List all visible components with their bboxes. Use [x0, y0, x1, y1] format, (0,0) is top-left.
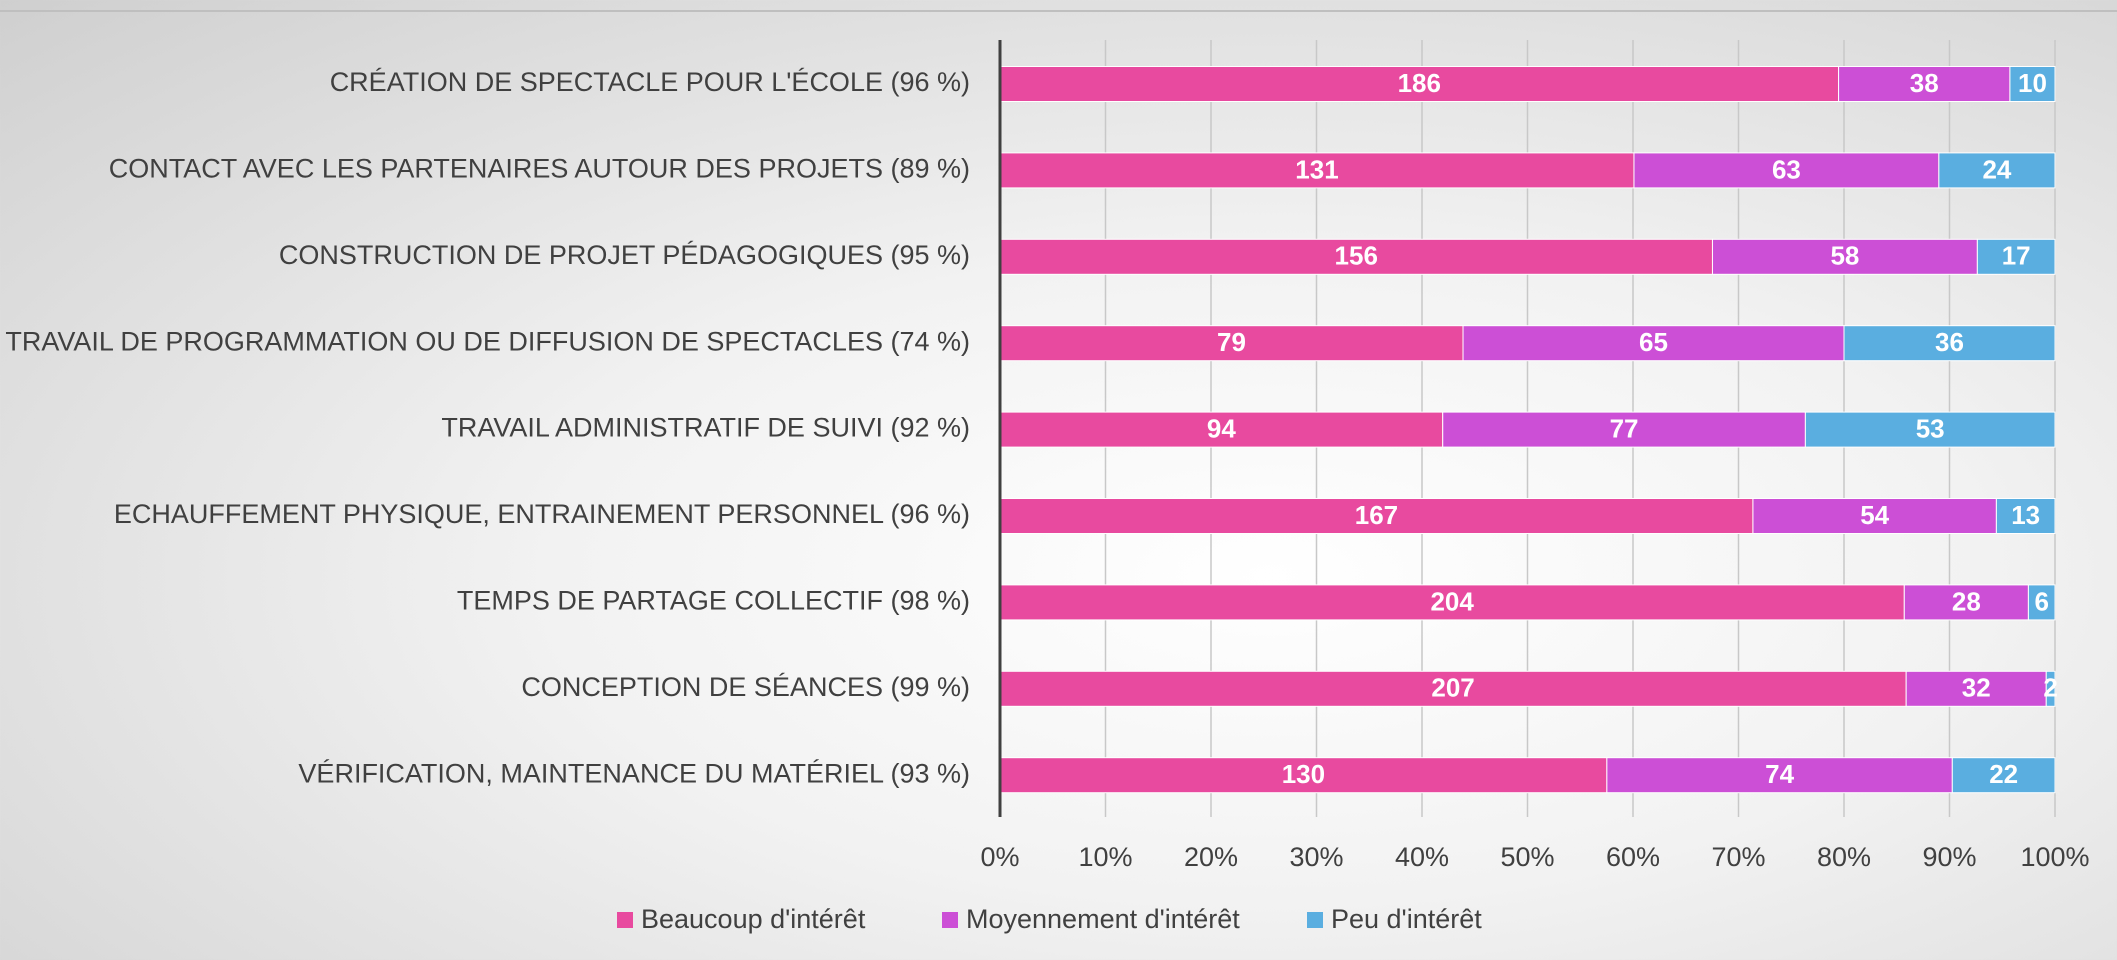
bar-segment — [999, 152, 1635, 189]
bar-segment — [1938, 152, 2056, 189]
data-label: 79 — [1217, 327, 1246, 357]
x-tick-label: 80% — [1817, 842, 1871, 872]
data-label: 53 — [1916, 413, 1945, 443]
y-tick-label: TEMPS DE PARTAGE COLLECTIF (98 %) — [457, 586, 970, 616]
data-label: 28 — [1952, 586, 1981, 616]
bar-segment — [999, 238, 1713, 275]
bar-segment — [1462, 325, 1845, 362]
bar-segment — [999, 325, 1464, 362]
bar-segment — [1838, 66, 2011, 102]
data-label: 94 — [1207, 413, 1236, 443]
data-label: 156 — [1335, 241, 1378, 271]
x-tick-label: 40% — [1395, 842, 1449, 872]
bar-segment — [999, 757, 1608, 794]
y-tick-label: VÉRIFICATION, MAINTENANCE DU MATÉRIEL (9… — [298, 758, 970, 788]
bar-segment — [1804, 411, 2056, 448]
bar-segment — [1606, 757, 1953, 794]
legend-label: Moyennement d'intérêt — [966, 904, 1240, 934]
data-label: 63 — [1772, 154, 1801, 184]
y-tick-label: CONTACT AVEC LES PARTENAIRES AUTOUR DES … — [109, 154, 970, 184]
bar-segment — [1976, 238, 2056, 275]
y-tick-label: CONCEPTION DE SÉANCES (99 %) — [521, 672, 970, 702]
y-tick-label: CONSTRUCTION DE PROJET PÉDAGOGIQUES (95 … — [279, 240, 970, 270]
x-tick-label: 50% — [1500, 842, 1554, 872]
data-label: 204 — [1430, 586, 1474, 616]
bar-segment — [1633, 152, 1940, 189]
y-tick-label: CRÉATION DE SPECTACLE POUR L'ÉCOLE (96 %… — [330, 67, 970, 97]
bar-segment — [1752, 498, 1997, 534]
data-label: 77 — [1610, 413, 1639, 443]
x-tick-label: 90% — [1922, 842, 1976, 872]
data-label: 186 — [1398, 68, 1441, 98]
legend-label: Peu d'intérêt — [1331, 904, 1482, 934]
data-label: 36 — [1935, 327, 1964, 357]
x-tick-label: 10% — [1078, 842, 1132, 872]
bar-segment — [1995, 498, 2056, 534]
legend-label: Beaucoup d'intérêt — [641, 904, 866, 934]
data-label: 207 — [1431, 673, 1474, 703]
data-label: 2 — [2043, 673, 2057, 703]
data-label: 17 — [2002, 241, 2031, 271]
bar-segment — [2009, 66, 2056, 102]
y-tick-label: TRAVAIL DE PROGRAMMATION OU DE DIFFUSION… — [5, 326, 970, 356]
x-tick-label: 70% — [1711, 842, 1765, 872]
data-label: 10 — [2018, 68, 2047, 98]
bar-segment — [2045, 670, 2056, 707]
data-label: 6 — [2034, 586, 2048, 616]
bar-segment — [999, 498, 1754, 534]
data-label: 74 — [1765, 759, 1794, 789]
bar-segment — [1843, 325, 2056, 362]
bar-segment — [1442, 411, 1806, 448]
data-label: 38 — [1910, 68, 1939, 98]
bar-segment — [999, 670, 1907, 707]
bar-segment — [999, 66, 1840, 102]
bar-segment — [999, 411, 1444, 448]
data-label: 13 — [2011, 500, 2040, 530]
data-label: 58 — [1830, 241, 1859, 271]
x-tick-label: 100% — [2020, 842, 2089, 872]
y-tick-label: TRAVAIL ADMINISTRATIF DE SUIVI (92 %) — [441, 413, 970, 443]
x-tick-label: 30% — [1289, 842, 1343, 872]
legend-swatch — [1307, 912, 1323, 928]
data-label: 130 — [1282, 759, 1325, 789]
data-label: 65 — [1639, 327, 1668, 357]
data-label: 32 — [1962, 673, 1991, 703]
bar-segment — [1951, 757, 2056, 794]
data-label: 22 — [1989, 759, 2018, 789]
x-tick-label: 0% — [980, 842, 1019, 872]
data-label: 54 — [1860, 500, 1889, 530]
data-label: 167 — [1355, 500, 1398, 530]
data-label: 24 — [1982, 154, 2011, 184]
y-tick-label: ECHAUFFEMENT PHYSIQUE, ENTRAINEMENT PERS… — [114, 499, 970, 529]
legend-swatch — [617, 912, 633, 928]
legend-swatch — [942, 912, 958, 928]
data-label: 131 — [1295, 154, 1338, 184]
x-tick-label: 20% — [1184, 842, 1238, 872]
bar-segment — [2027, 584, 2056, 621]
bar-segment — [1903, 584, 2029, 621]
x-tick-label: 60% — [1606, 842, 1660, 872]
